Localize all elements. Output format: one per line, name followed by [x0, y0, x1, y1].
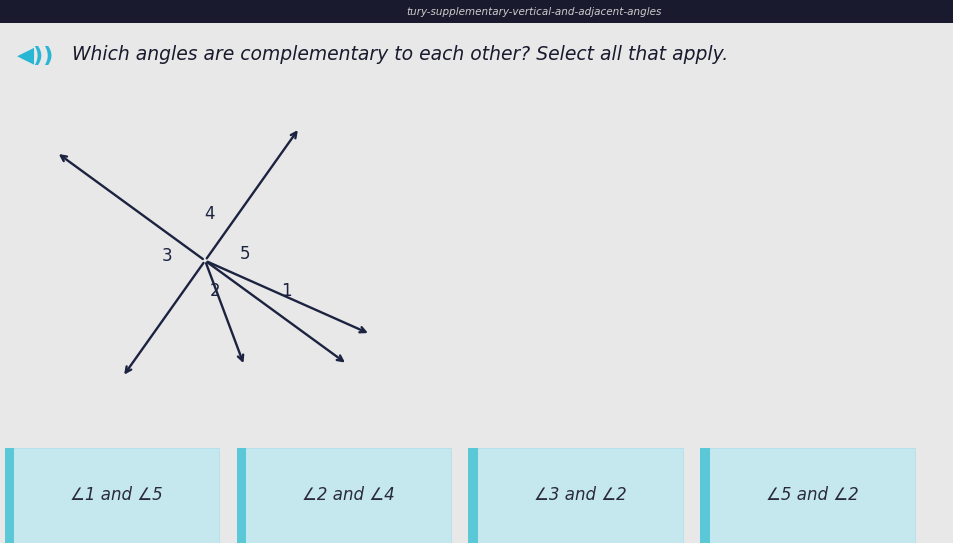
Text: ◀)): ◀)) [17, 46, 54, 66]
Bar [700, 448, 914, 543]
Bar [236, 448, 451, 543]
Text: 5: 5 [239, 245, 251, 263]
Text: ∠3 and ∠2: ∠3 and ∠2 [534, 487, 626, 504]
Bar [468, 448, 477, 543]
Bar [236, 448, 246, 543]
Text: 3: 3 [161, 247, 172, 266]
Text: ∠5 and ∠2: ∠5 and ∠2 [765, 487, 858, 504]
Text: 2: 2 [209, 281, 220, 300]
Bar [5, 448, 219, 543]
Text: tury-supplementary-vertical-and-adjacent-angles: tury-supplementary-vertical-and-adjacent… [406, 7, 661, 16]
Bar [468, 448, 682, 543]
Text: 4: 4 [204, 205, 215, 224]
Text: ∠1 and ∠5: ∠1 and ∠5 [71, 487, 163, 504]
Text: ∠2 and ∠4: ∠2 and ∠4 [302, 487, 395, 504]
Bar [700, 448, 709, 543]
Bar [0, 0, 953, 23]
Text: Which angles are complementary to each other? Select all that apply.: Which angles are complementary to each o… [71, 45, 727, 64]
Text: 1: 1 [280, 281, 292, 300]
Bar [5, 448, 14, 543]
